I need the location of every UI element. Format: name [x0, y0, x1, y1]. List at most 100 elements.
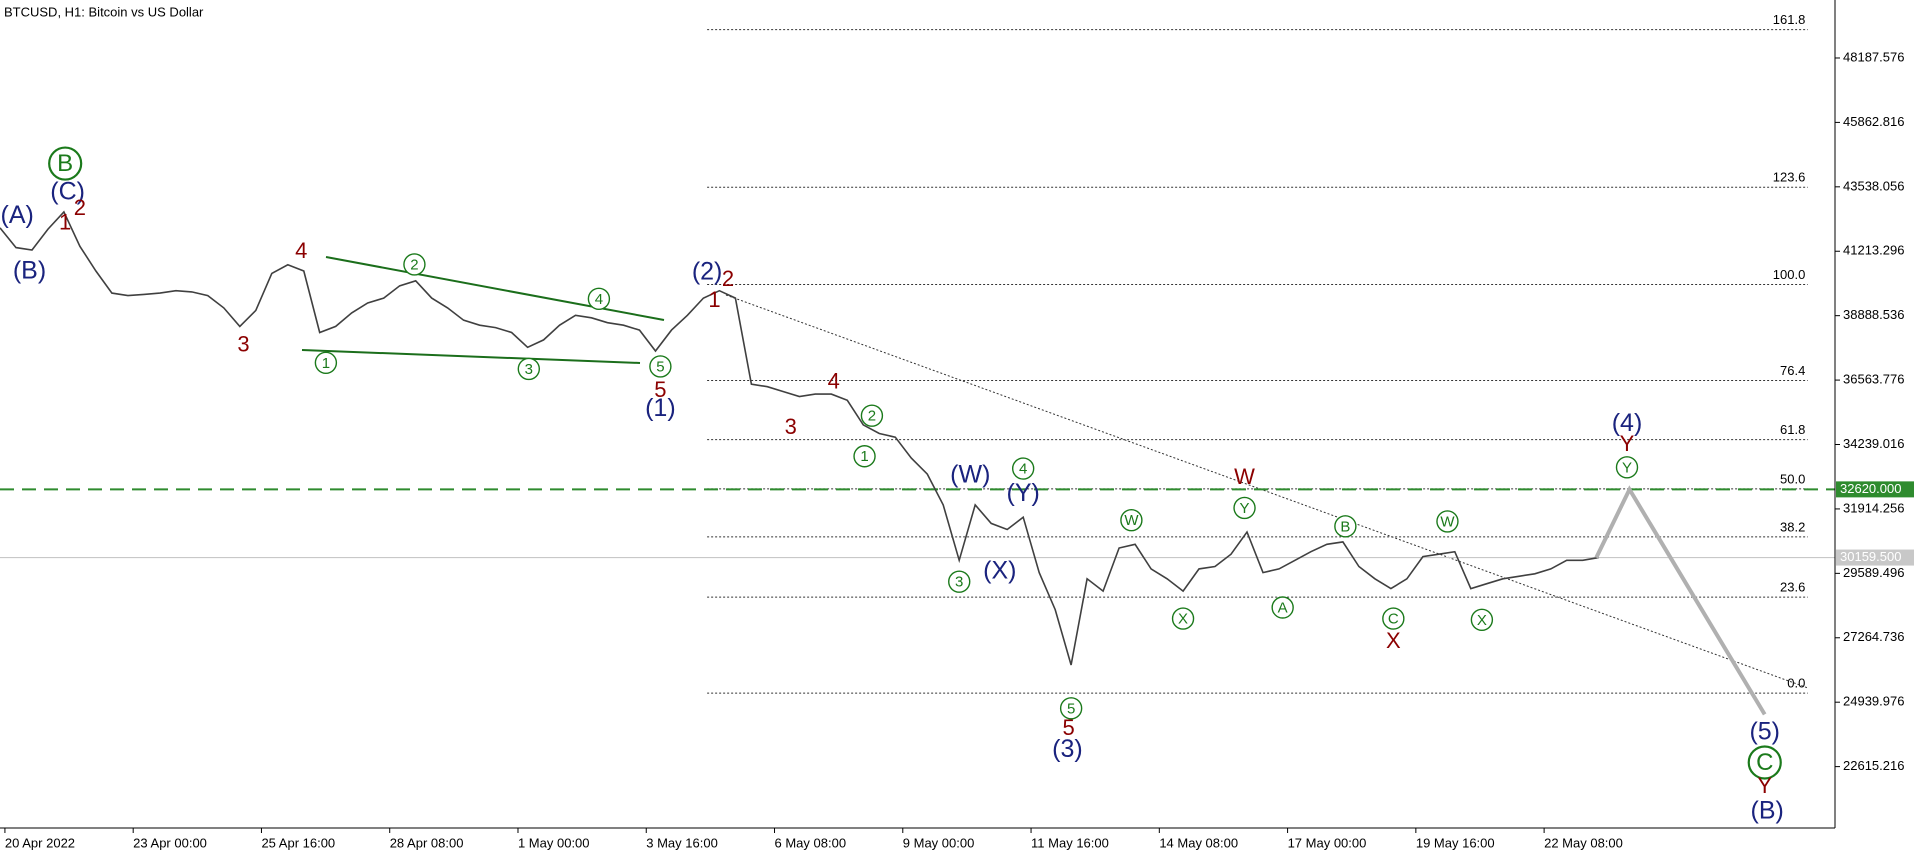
wave-label-circle: [1120, 508, 1143, 532]
wedge-lower-line: [301, 349, 641, 364]
x-tick-label: 20 Apr 2022: [5, 835, 75, 850]
x-tick-label: 25 Apr 16:00: [261, 835, 335, 850]
x-tick-label: 1 May 00:00: [518, 835, 590, 850]
x-tick-label: 3 May 16:00: [646, 835, 718, 850]
wave-label: 5: [656, 358, 664, 375]
wave-label-circle: [403, 253, 426, 276]
wave-label: 5: [1067, 700, 1075, 717]
wave-label: 3: [237, 331, 249, 356]
wave-label: 1: [322, 355, 330, 372]
y-tick-label: 31914.256: [1843, 500, 1904, 515]
y-tick-label: 41213.296: [1843, 243, 1904, 258]
wave-label: B: [1340, 518, 1350, 535]
wave-label-circle: [1382, 607, 1405, 630]
y-tick-label: 38888.536: [1843, 307, 1904, 322]
wave-label: 3: [955, 574, 963, 591]
wave-label: W: [1440, 513, 1455, 530]
x-tick-label: 19 May 16:00: [1416, 835, 1495, 850]
y-tick-label: 34239.016: [1843, 436, 1904, 451]
x-tick-label: 28 Apr 08:00: [390, 835, 464, 850]
wave-label-circle: [314, 351, 338, 374]
wave-label-circle: [948, 570, 971, 593]
wave-label: 5: [1063, 715, 1075, 740]
wave-label: (1): [645, 394, 676, 422]
fib-level-label: 100.0: [1773, 267, 1806, 282]
wave-label: X: [1178, 611, 1188, 628]
wave-label: (Y): [1007, 479, 1040, 507]
wave-label: 2: [410, 256, 418, 273]
plot-area: [0, 210, 1835, 716]
y-tick-label: 45862.816: [1843, 114, 1904, 129]
wave-label: B: [57, 150, 73, 177]
fib-level-label: 76.4: [1780, 363, 1805, 378]
forecast-path: [1594, 485, 1767, 716]
wave-label-circle: [649, 355, 672, 378]
wave-label: Y: [1622, 459, 1632, 476]
wave-label: 4: [595, 291, 603, 308]
wave-label: 2: [722, 266, 734, 291]
wave-label: (2): [692, 258, 723, 286]
wave-label: 2: [74, 195, 86, 220]
wave-label: 1: [708, 287, 720, 312]
chart-title: BTCUSD, H1: Bitcoin vs US Dollar: [4, 4, 204, 19]
x-tick-label: 22 May 08:00: [1544, 835, 1623, 850]
wave-label-circle: [1171, 607, 1195, 630]
wave-label: X: [1477, 612, 1487, 629]
wave-label: 2: [868, 408, 876, 425]
wave-label: C: [1388, 611, 1399, 628]
wave-label: W: [1124, 512, 1139, 529]
wave-label: 4: [828, 368, 840, 393]
y-tick-label: 27264.736: [1843, 629, 1904, 644]
wave-label-circle: [1233, 496, 1256, 520]
x-tick-label: 9 May 00:00: [903, 835, 975, 850]
wave-label: 4: [295, 238, 307, 263]
wave-label: (A): [1, 201, 34, 229]
y-tick-label: 43538.056: [1843, 178, 1904, 193]
wave-label: C: [1756, 749, 1773, 776]
fib-level-label: 123.6: [1773, 170, 1806, 185]
fib-level-label: 50.0: [1780, 471, 1805, 486]
wave-label-circle: [853, 445, 876, 468]
wave-label-circle: [1615, 456, 1639, 479]
price-label-box: [1836, 481, 1914, 498]
wave-label: A: [1278, 599, 1288, 616]
wave-label-circle: [1011, 457, 1035, 480]
wave-label: (W): [950, 461, 990, 489]
wave-label: (B): [1751, 796, 1784, 824]
x-tick-label: 23 Apr 00:00: [133, 835, 207, 850]
wave-label: 1: [59, 210, 71, 235]
fib-level-label: 23.6: [1780, 580, 1805, 595]
y-tick-label: 24939.976: [1843, 694, 1904, 709]
wave-label: 5: [654, 377, 666, 402]
wave-label-circle: [1271, 596, 1294, 619]
wave-label-circle: [1470, 608, 1494, 632]
wave-label: X: [1386, 628, 1401, 653]
wave-label: 1: [860, 448, 868, 465]
wave-label: 3: [525, 361, 533, 378]
x-tick-label: 14 May 08:00: [1159, 835, 1238, 850]
wave-label: Y: [1240, 500, 1250, 517]
price-label: 30159.500: [1840, 549, 1901, 564]
wave-label: (4): [1612, 409, 1643, 437]
price-label-box: [1836, 549, 1914, 566]
fib-level-label: 161.8: [1773, 12, 1806, 27]
wave-label: Y: [1620, 431, 1635, 456]
wave-label: Y: [1757, 773, 1772, 798]
y-tick-label: 48187.576: [1843, 49, 1904, 64]
wave-label: 3: [785, 414, 797, 439]
y-tick-label: 29589.496: [1843, 565, 1904, 580]
fibonacci-levels: 161.8 123.6 100.0 76.4 61.8 50.0 38.2 23.6 0.0: [707, 12, 1808, 694]
fib-level-label: 61.8: [1780, 422, 1805, 437]
fib-level-label: 0.0: [1787, 676, 1805, 691]
wave-label-circle: [1747, 745, 1782, 780]
wave-label-circle: [1334, 515, 1357, 538]
wave-label-circle: [587, 287, 611, 311]
wave-label: (C): [50, 178, 85, 206]
wedge-upper-line: [325, 256, 665, 321]
wave-label-circle: [860, 404, 884, 427]
wave-label: (B): [13, 256, 46, 284]
price-label: 32620.000: [1840, 481, 1901, 496]
wave-label: (3): [1052, 735, 1083, 763]
